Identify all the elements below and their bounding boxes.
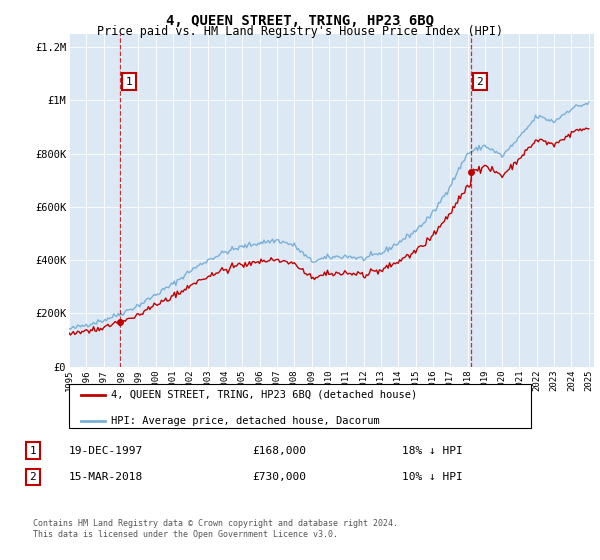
Text: 19-DEC-1997: 19-DEC-1997	[69, 446, 143, 456]
Text: HPI: Average price, detached house, Dacorum: HPI: Average price, detached house, Daco…	[111, 416, 380, 426]
Text: Contains HM Land Registry data © Crown copyright and database right 2024.
This d: Contains HM Land Registry data © Crown c…	[33, 520, 398, 539]
Text: 1: 1	[126, 77, 133, 87]
Text: 2: 2	[476, 77, 483, 87]
Text: 4, QUEEN STREET, TRING, HP23 6BQ (detached house): 4, QUEEN STREET, TRING, HP23 6BQ (detach…	[111, 390, 417, 400]
Text: 18% ↓ HPI: 18% ↓ HPI	[402, 446, 463, 456]
Text: £730,000: £730,000	[252, 472, 306, 482]
Text: 2: 2	[29, 472, 37, 482]
Text: 15-MAR-2018: 15-MAR-2018	[69, 472, 143, 482]
Text: 4, QUEEN STREET, TRING, HP23 6BQ: 4, QUEEN STREET, TRING, HP23 6BQ	[166, 14, 434, 28]
Text: 10% ↓ HPI: 10% ↓ HPI	[402, 472, 463, 482]
Text: 1: 1	[29, 446, 37, 456]
Text: £168,000: £168,000	[252, 446, 306, 456]
Text: Price paid vs. HM Land Registry's House Price Index (HPI): Price paid vs. HM Land Registry's House …	[97, 25, 503, 38]
